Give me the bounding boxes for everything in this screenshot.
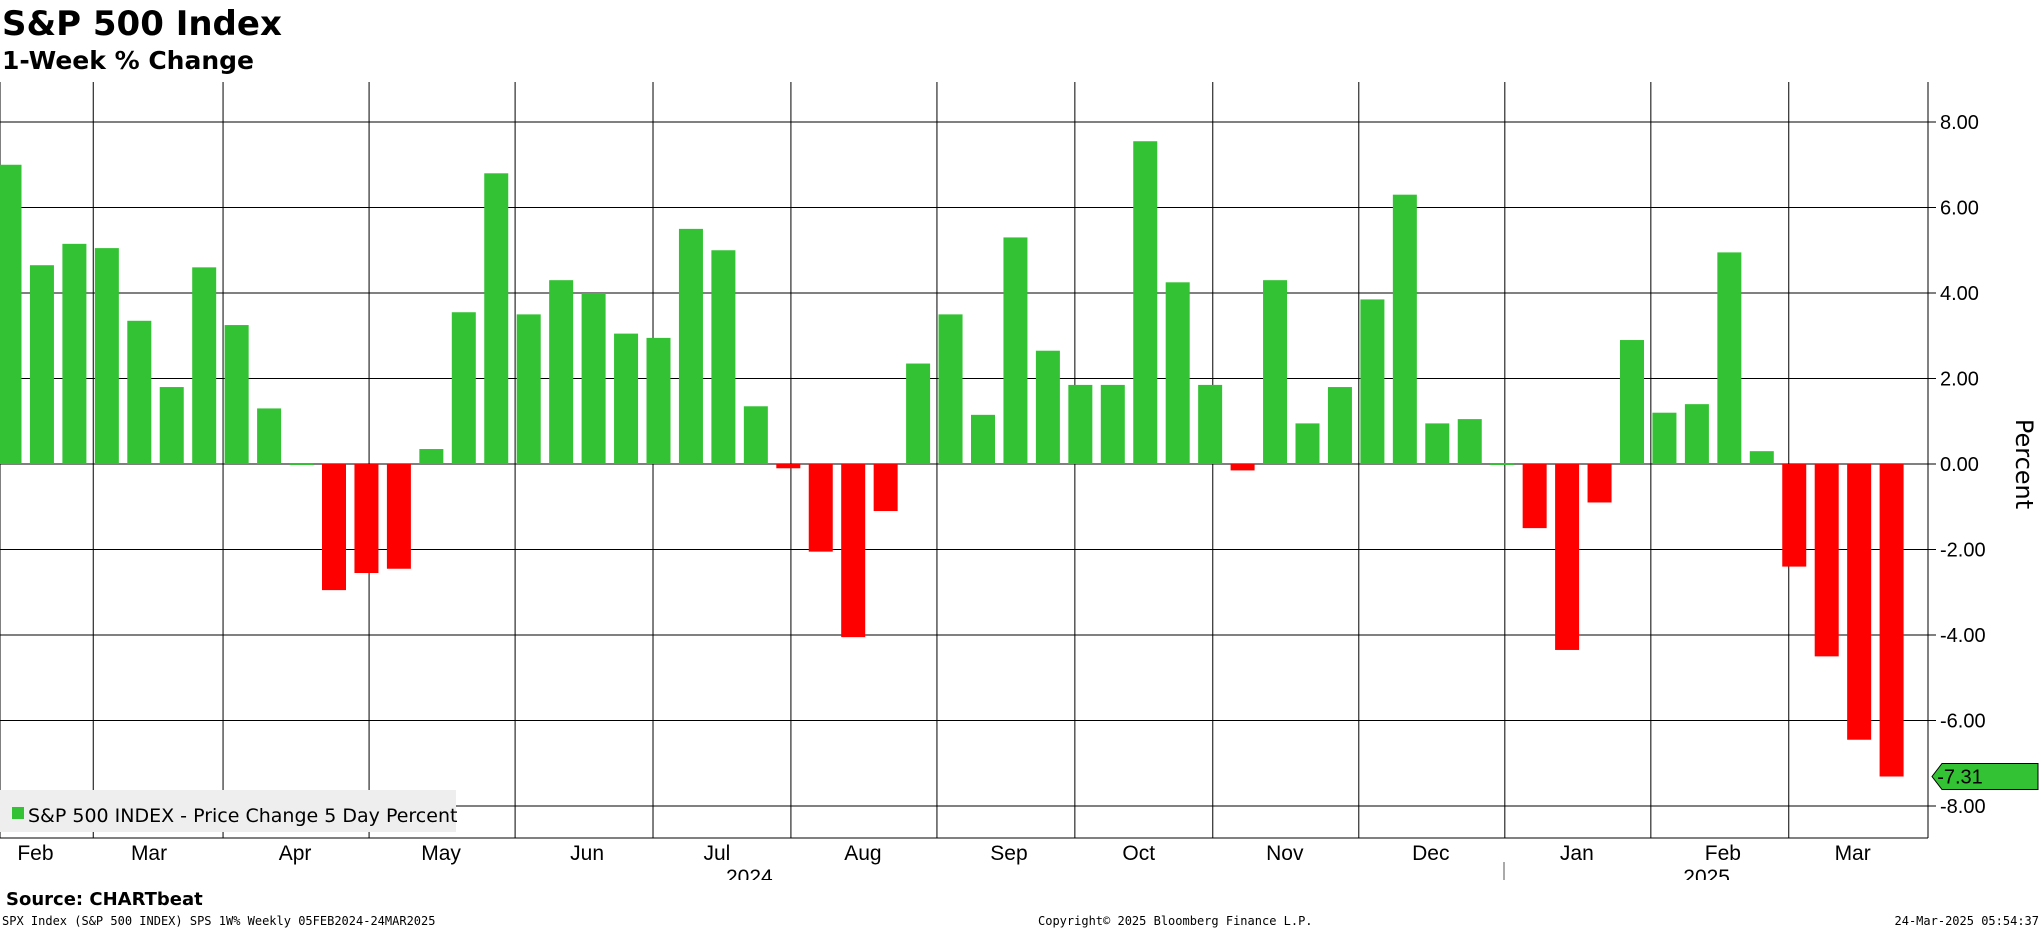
bar (581, 293, 606, 464)
legend-label: S&P 500 INDEX - Price Change 5 Day Perce… (28, 805, 457, 827)
x-year-label: 2024 (726, 866, 773, 880)
bar (776, 464, 801, 469)
footer-series-info: SPX Index (S&P 500 INDEX) SPS 1W% Weekly… (2, 914, 436, 928)
bar (1425, 423, 1450, 464)
x-month-label: Aug (844, 842, 881, 865)
chart-svg: 8.00 6.00 4.00 2.00 0.00 -2.00 -4.00 -6.00 -8.00… (0, 82, 2039, 880)
y-tick-label: -4.00 (1940, 625, 1986, 647)
bar (127, 320, 152, 464)
y-tick-label: 0.00 (1940, 454, 1979, 476)
bar (549, 280, 574, 464)
y-tick-label: 2.00 (1940, 369, 1979, 391)
x-month-label: Mar (131, 842, 167, 865)
bar (1198, 384, 1223, 464)
bar (62, 243, 87, 464)
bar (1165, 282, 1190, 464)
bar (386, 464, 411, 569)
bar (1587, 464, 1612, 503)
x-year-label: 2025 (1683, 866, 1730, 880)
bar (1295, 423, 1320, 464)
x-month-label: Oct (1122, 842, 1155, 865)
x-month-label: Feb (17, 842, 53, 865)
bar (1068, 384, 1093, 464)
bar (1555, 464, 1580, 650)
bar (711, 250, 736, 464)
x-month-label: Apr (279, 842, 312, 865)
bar (1457, 419, 1482, 464)
bar (94, 248, 119, 464)
bar (224, 325, 249, 464)
bar (1879, 464, 1904, 777)
bar (1230, 464, 1255, 471)
bar (906, 363, 931, 464)
bar (1360, 299, 1385, 464)
y-tick-label: 8.00 (1940, 112, 1979, 134)
x-month-label: Mar (1835, 842, 1871, 865)
bar (1392, 194, 1417, 465)
bar (1003, 237, 1028, 464)
bar (1814, 464, 1839, 657)
bar (808, 464, 833, 552)
bar (971, 414, 995, 464)
x-month-label: Jan (1560, 842, 1594, 865)
x-month-label: May (421, 842, 461, 865)
bar (419, 449, 444, 464)
bar (257, 408, 282, 464)
bar (1100, 384, 1125, 464)
bar (841, 464, 866, 638)
bar (646, 337, 671, 464)
bar (1652, 412, 1677, 464)
source-note: Source: CHARTbeat (6, 889, 203, 910)
bar (484, 173, 509, 465)
bar (614, 333, 639, 464)
last-value-marker (1931, 763, 2039, 791)
bar (1263, 280, 1288, 464)
bar (516, 314, 541, 464)
x-month-label: Dec (1412, 842, 1449, 865)
bar (322, 464, 346, 591)
bar (1522, 464, 1547, 529)
bar (1782, 464, 1807, 567)
x-month-label: Feb (1705, 842, 1741, 865)
x-month-label: Jun (570, 842, 604, 865)
bar (1327, 387, 1352, 464)
footer-timestamp: 24-Mar-2025 05:54:37 (1894, 914, 2040, 928)
y-tick-label: 6.00 (1940, 198, 1979, 220)
bar (1133, 141, 1158, 465)
bar (1035, 350, 1060, 464)
bar (289, 463, 314, 465)
bar (938, 314, 963, 464)
y-tick-label: 4.00 (1940, 283, 1979, 305)
last-value-label: -7.31 (1937, 767, 1983, 789)
x-month-label: Sep (990, 842, 1027, 865)
x-month-label: Nov (1266, 842, 1304, 865)
bar (354, 464, 379, 574)
bar (29, 265, 54, 464)
legend-swatch (12, 807, 24, 819)
bar (1620, 340, 1644, 464)
chart-title: S&P 500 Index (2, 4, 282, 44)
y-tick-label: -8.00 (1940, 796, 1986, 818)
y-axis-title: Percent (2010, 419, 2038, 509)
bar (1490, 463, 1515, 465)
y-tick-label: -6.00 (1940, 711, 1986, 733)
bar (1684, 404, 1709, 464)
bar (159, 387, 184, 464)
legend-box (0, 790, 456, 832)
bar (451, 312, 476, 464)
bar (1749, 451, 1774, 464)
bar (1847, 464, 1872, 740)
bar (678, 228, 703, 464)
bar (192, 267, 217, 464)
bar (743, 406, 768, 464)
bar (873, 464, 898, 512)
footer-copyright: Copyright© 2025 Bloomberg Finance L.P. (1038, 914, 1313, 928)
chart-subtitle: 1-Week % Change (2, 46, 254, 75)
x-month-label: Jul (703, 842, 730, 865)
bar (1717, 252, 1742, 464)
bar (0, 164, 22, 464)
y-tick-label: -2.00 (1940, 540, 1986, 562)
